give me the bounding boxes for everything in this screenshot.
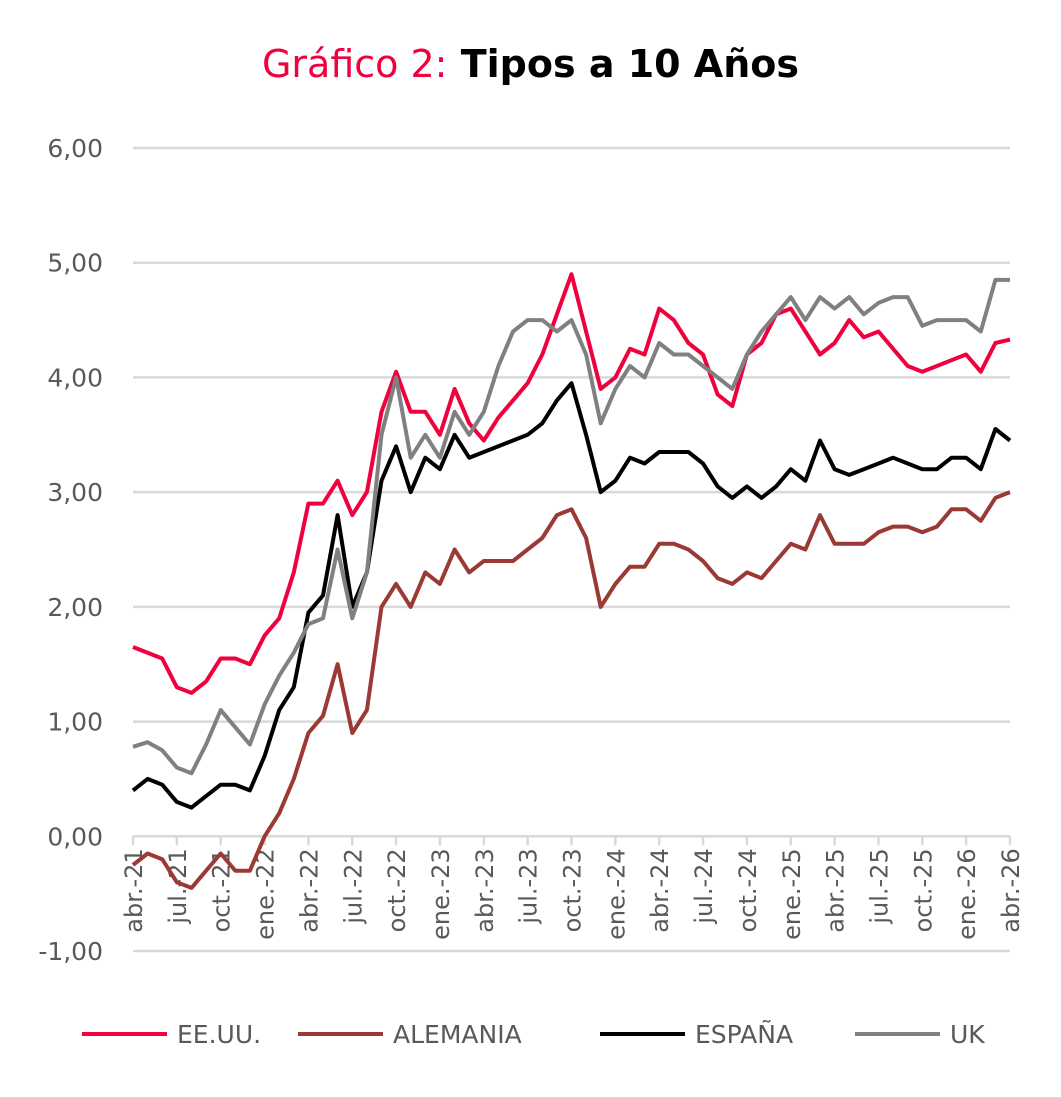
y-tick-label: 2,00 [47, 593, 103, 622]
y-tick-label: 5,00 [47, 249, 103, 278]
series-line-alemania [131, 490, 1011, 890]
x-tick-label: jul.-25 [865, 848, 893, 924]
x-tick-label: abr.-22 [295, 848, 323, 932]
chart-title-text: Tipos a 10 Años [460, 42, 799, 86]
y-tick-label: 6,00 [47, 134, 103, 163]
legend-label: ESPAÑA [695, 1019, 793, 1049]
x-tick-label: ene.-22 [252, 848, 280, 940]
x-tick-label: oct.-25 [909, 848, 937, 932]
x-tick-label: oct.-24 [734, 848, 762, 932]
x-tick-label: abr.-25 [822, 848, 850, 932]
x-tick-label: abr.-23 [471, 848, 499, 932]
series-line-eeuu [132, 272, 1011, 695]
y-tick-label: 0,00 [47, 822, 103, 851]
x-tick-label: ene.-23 [427, 848, 455, 940]
series-line-uk [132, 277, 1010, 776]
x-tick-label: abr.-26 [997, 848, 1025, 932]
x-tick-label: abr.-21 [120, 848, 148, 932]
series-line-españa [131, 381, 1012, 810]
x-tick-label: jul.-22 [339, 848, 367, 924]
legend-label: UK [950, 1020, 985, 1049]
x-tick-label: abr.-24 [646, 848, 674, 932]
legend-label: ALEMANIA [393, 1020, 522, 1049]
x-tick-label: jul.-24 [690, 848, 718, 924]
y-tick-label: -1,00 [38, 937, 103, 966]
x-tick-label: ene.-24 [602, 848, 630, 940]
y-tick-label: 4,00 [47, 363, 103, 392]
y-tick-label: 3,00 [47, 478, 103, 507]
x-tick-label: ene.-25 [778, 848, 806, 940]
legend-label: EE.UU. [177, 1020, 261, 1049]
x-tick-label: oct.-22 [383, 848, 411, 932]
chart-title-lead: Gráfico 2: [261, 42, 448, 86]
y-tick-label: 1,00 [47, 708, 103, 737]
chart-title: Gráfico 2: Tipos a 10 Años [0, 42, 1061, 86]
x-tick-label: ene.-26 [953, 848, 981, 940]
x-tick-label: jul.-23 [515, 848, 543, 924]
x-tick-label: oct.-23 [559, 848, 587, 932]
